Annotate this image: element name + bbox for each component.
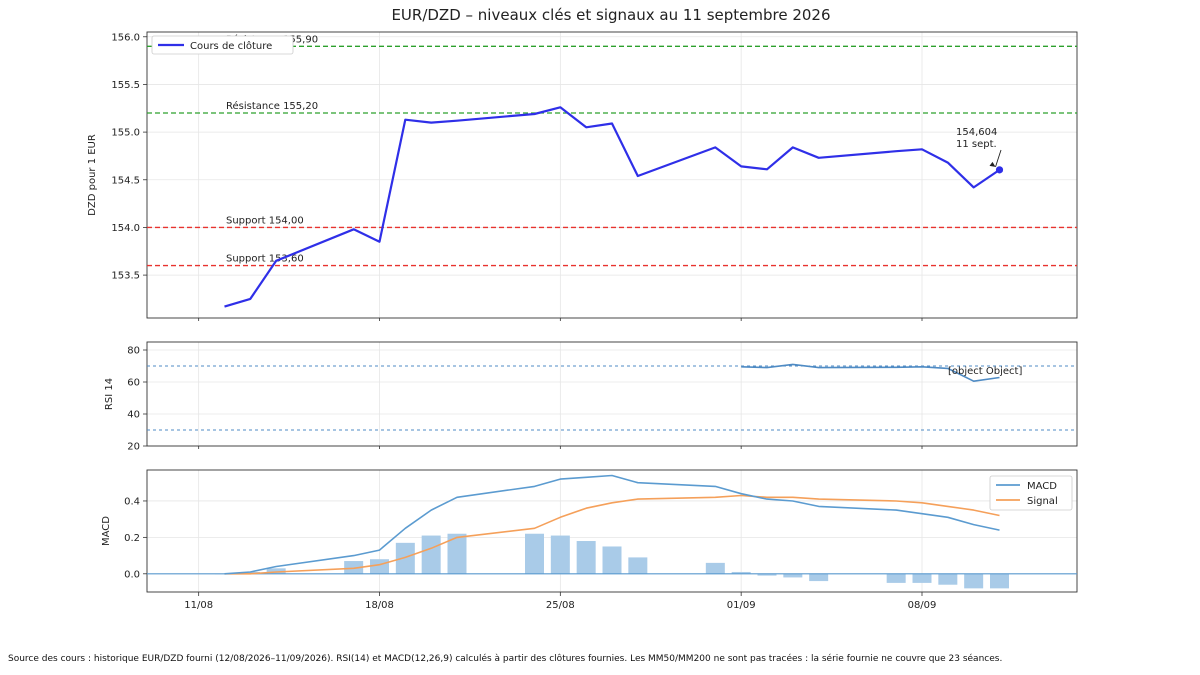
- macd-line: [224, 474, 1000, 575]
- price-legend-label: Cours de clôture: [190, 40, 272, 52]
- last-close-value-label: 154,604: [956, 127, 997, 138]
- y-axis-title: DZD pour 1 EUR: [87, 134, 98, 216]
- panel-frame: [146, 31, 1078, 319]
- y-tick-label: 154.0: [111, 223, 140, 234]
- source-note: Source des cours : historique EUR/DZD fo…: [8, 654, 1003, 664]
- price-line: [224, 106, 1001, 308]
- histogram-bar: [602, 546, 622, 574]
- x-tick-label: 11/08: [184, 600, 213, 611]
- histogram-bar: [628, 557, 648, 574]
- date-axis: 11/08 18/08 25/08 01/09 08/09: [184, 318, 936, 611]
- histogram-bar: [938, 573, 958, 585]
- panel-frame: [146, 341, 1078, 447]
- histogram-bar: [266, 568, 286, 574]
- eurdzd-chart: EUR/DZD – niveaux clés et signaux au 11 …: [87, 6, 1078, 611]
- support-label: Support 153,60: [226, 254, 304, 265]
- x-tick-label: 18/08: [365, 600, 394, 611]
- y-tick-label: 155.5: [111, 80, 140, 91]
- histogram-bar: [912, 573, 932, 583]
- price-panel: 153.5 154.0 154.5 155.0 155.5 156.0 DZD pour 1…: [87, 31, 1078, 319]
- annotation-arrowhead: [989, 161, 996, 167]
- last-close-marker: [995, 166, 1004, 174]
- x-tick-label: 25/08: [546, 600, 575, 611]
- histogram-bar: [344, 561, 364, 574]
- chart-title: EUR/DZD – niveaux clés et signaux au 11 …: [391, 6, 830, 24]
- x-tick-label: 08/09: [908, 600, 937, 611]
- price-legend-box: [151, 35, 294, 55]
- histogram-bar: [990, 573, 1009, 589]
- y-tick-label: 155.0: [111, 128, 140, 139]
- last-close-date-label: 11 sept.: [956, 139, 997, 150]
- histogram-bar: [447, 533, 467, 574]
- histogram-bar: [964, 573, 984, 589]
- histogram-bar: [240, 571, 260, 574]
- histogram-bar: [809, 573, 829, 582]
- histogram-bar: [576, 541, 596, 574]
- support-label: Support 154,00: [226, 215, 304, 226]
- histogram-bar: [370, 559, 389, 574]
- histogram-bar: [783, 573, 803, 578]
- signal-line: [224, 494, 1000, 575]
- histogram-bar: [550, 535, 570, 574]
- y-axis-title: RSI 14: [104, 378, 115, 410]
- macd-legend-label: MACD: [1027, 481, 1057, 492]
- y-tick-label: 20: [127, 442, 140, 453]
- y-tick-label: 80: [127, 346, 140, 357]
- y-tick-label: 40: [127, 410, 140, 421]
- resistance-label: Résistance 155,20: [226, 100, 318, 112]
- histogram-bar: [525, 533, 544, 574]
- y-axis-title: MACD: [101, 516, 112, 546]
- y-tick-label: 0.2: [124, 533, 140, 544]
- y-tick-label: 60: [127, 378, 140, 389]
- panel-frame: [146, 469, 1078, 593]
- histogram-bar: [395, 542, 415, 574]
- signal-legend-label: Signal: [1027, 496, 1058, 507]
- rsi-panel: 20 40 60 80 RSI 14 [object Object]: [104, 341, 1078, 453]
- rsi-value-label: [object Object]: [948, 366, 1022, 377]
- macd-panel: 0.0 0.2 0.4 MACD MACD Signal: [101, 469, 1078, 593]
- histogram-bar: [886, 573, 906, 583]
- annotation-arrow: [995, 149, 1002, 167]
- histogram-bar: [705, 562, 725, 574]
- y-tick-label: 0.4: [124, 496, 140, 507]
- y-tick-label: 156.0: [111, 32, 140, 43]
- histogram-bar: [421, 535, 441, 574]
- y-tick-label: 0.0: [124, 569, 140, 580]
- histogram-bar: [757, 573, 777, 576]
- x-tick-label: 01/09: [727, 600, 756, 611]
- y-tick-label: 153.5: [111, 271, 140, 282]
- histogram-bar: [731, 571, 751, 574]
- y-tick-label: 154.5: [111, 175, 140, 186]
- rsi-line: [741, 363, 1000, 382]
